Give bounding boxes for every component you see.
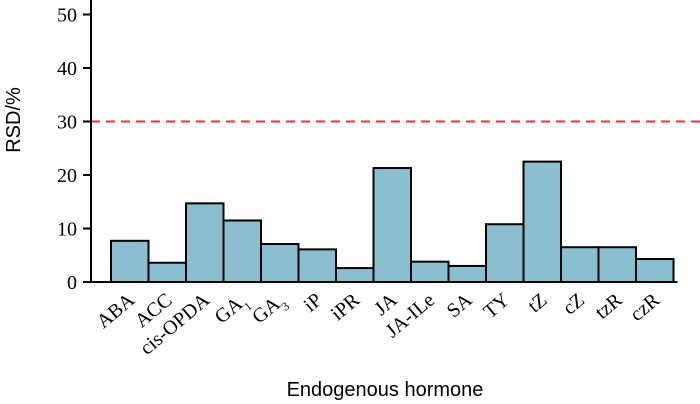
- bars-group: [110, 160, 675, 284]
- x-tick-label-SA: SA: [443, 289, 477, 323]
- x-tick-label-GA3: GA3: [248, 289, 292, 332]
- bar-SA: [447, 264, 487, 284]
- bar-iPR: [335, 267, 375, 283]
- x-tick-label-TY: TY: [479, 289, 514, 323]
- y-tick-label: 30: [57, 112, 77, 134]
- bar-cis-OPDA: [185, 202, 225, 283]
- bar-JA: [372, 167, 412, 283]
- x-tick-label-iPR: iPR: [327, 289, 365, 326]
- bar-ACC: [147, 261, 187, 283]
- bar-iP: [297, 248, 337, 284]
- bar-czR: [635, 257, 675, 283]
- bar-ABA: [110, 239, 150, 283]
- x-axis-title: Endogenous hormone: [287, 379, 484, 401]
- bar-JA-ILe: [410, 260, 450, 284]
- y-tick-label: 0: [67, 272, 77, 294]
- bar-GA3: [260, 243, 300, 283]
- y-tick-label: 10: [57, 219, 77, 241]
- bar-TY: [485, 223, 525, 283]
- x-tick-label-cZ: cZ: [559, 289, 589, 319]
- bar-tzR: [597, 246, 637, 284]
- x-tick-label-tzR: tzR: [591, 289, 627, 324]
- x-tick-label-tZ: tZ: [524, 289, 552, 317]
- bar-GA1: [222, 219, 262, 284]
- y-tick-label: 20: [57, 165, 77, 187]
- x-tick-label-ABA: ABA: [92, 289, 139, 333]
- bar-tZ: [522, 160, 562, 283]
- y-axis-ticks: 0 10 20 30 40 50: [57, 5, 91, 294]
- x-tick-label-iP: iP: [300, 289, 327, 317]
- bar-cZ: [560, 246, 600, 284]
- y-axis-title: RSD/%: [3, 87, 25, 153]
- y-tick-label: 50: [57, 5, 77, 27]
- x-tick-label-czR: czR: [626, 289, 664, 326]
- y-tick-label: 40: [57, 58, 77, 80]
